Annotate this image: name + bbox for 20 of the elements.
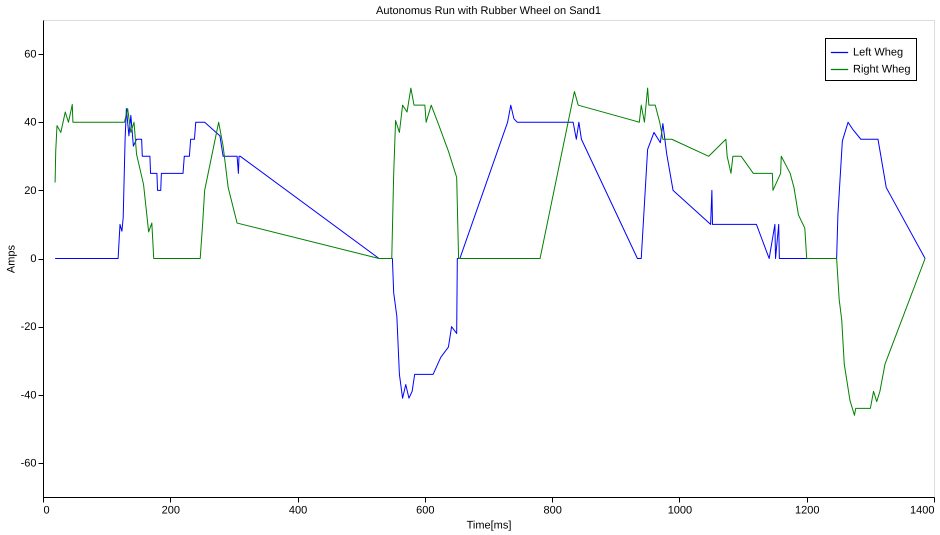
y-tick-label: 40 xyxy=(24,116,36,129)
x-tick-label: 1200 xyxy=(794,504,820,516)
x-tick-label: 800 xyxy=(543,504,562,516)
x-tick-label: 1000 xyxy=(668,504,692,516)
y-tick-label: 0 xyxy=(30,253,36,265)
y-tick-label: 20 xyxy=(24,184,36,197)
y-tick-label: 60 xyxy=(24,48,36,61)
legend-label: Left Wheg xyxy=(853,46,904,58)
x-tick-label: 600 xyxy=(416,504,435,516)
x-tick-label: 400 xyxy=(288,504,308,516)
x-tick-label: 200 xyxy=(162,504,180,516)
y-tick-label: -20 xyxy=(20,321,36,334)
x-axis-title: Time[ms] xyxy=(466,520,512,532)
x-tick-label: 0 xyxy=(44,504,50,516)
y-tick-label: -40 xyxy=(20,389,36,402)
legend-label: Right Wheg xyxy=(853,64,910,76)
chart-title: Autonomus Run with Rubber Wheel on Sand1 xyxy=(376,5,602,17)
y-axis-title: Amps xyxy=(6,244,18,274)
y-tick-label: -60 xyxy=(20,457,36,470)
x-tick-label: 1400 xyxy=(910,504,934,516)
